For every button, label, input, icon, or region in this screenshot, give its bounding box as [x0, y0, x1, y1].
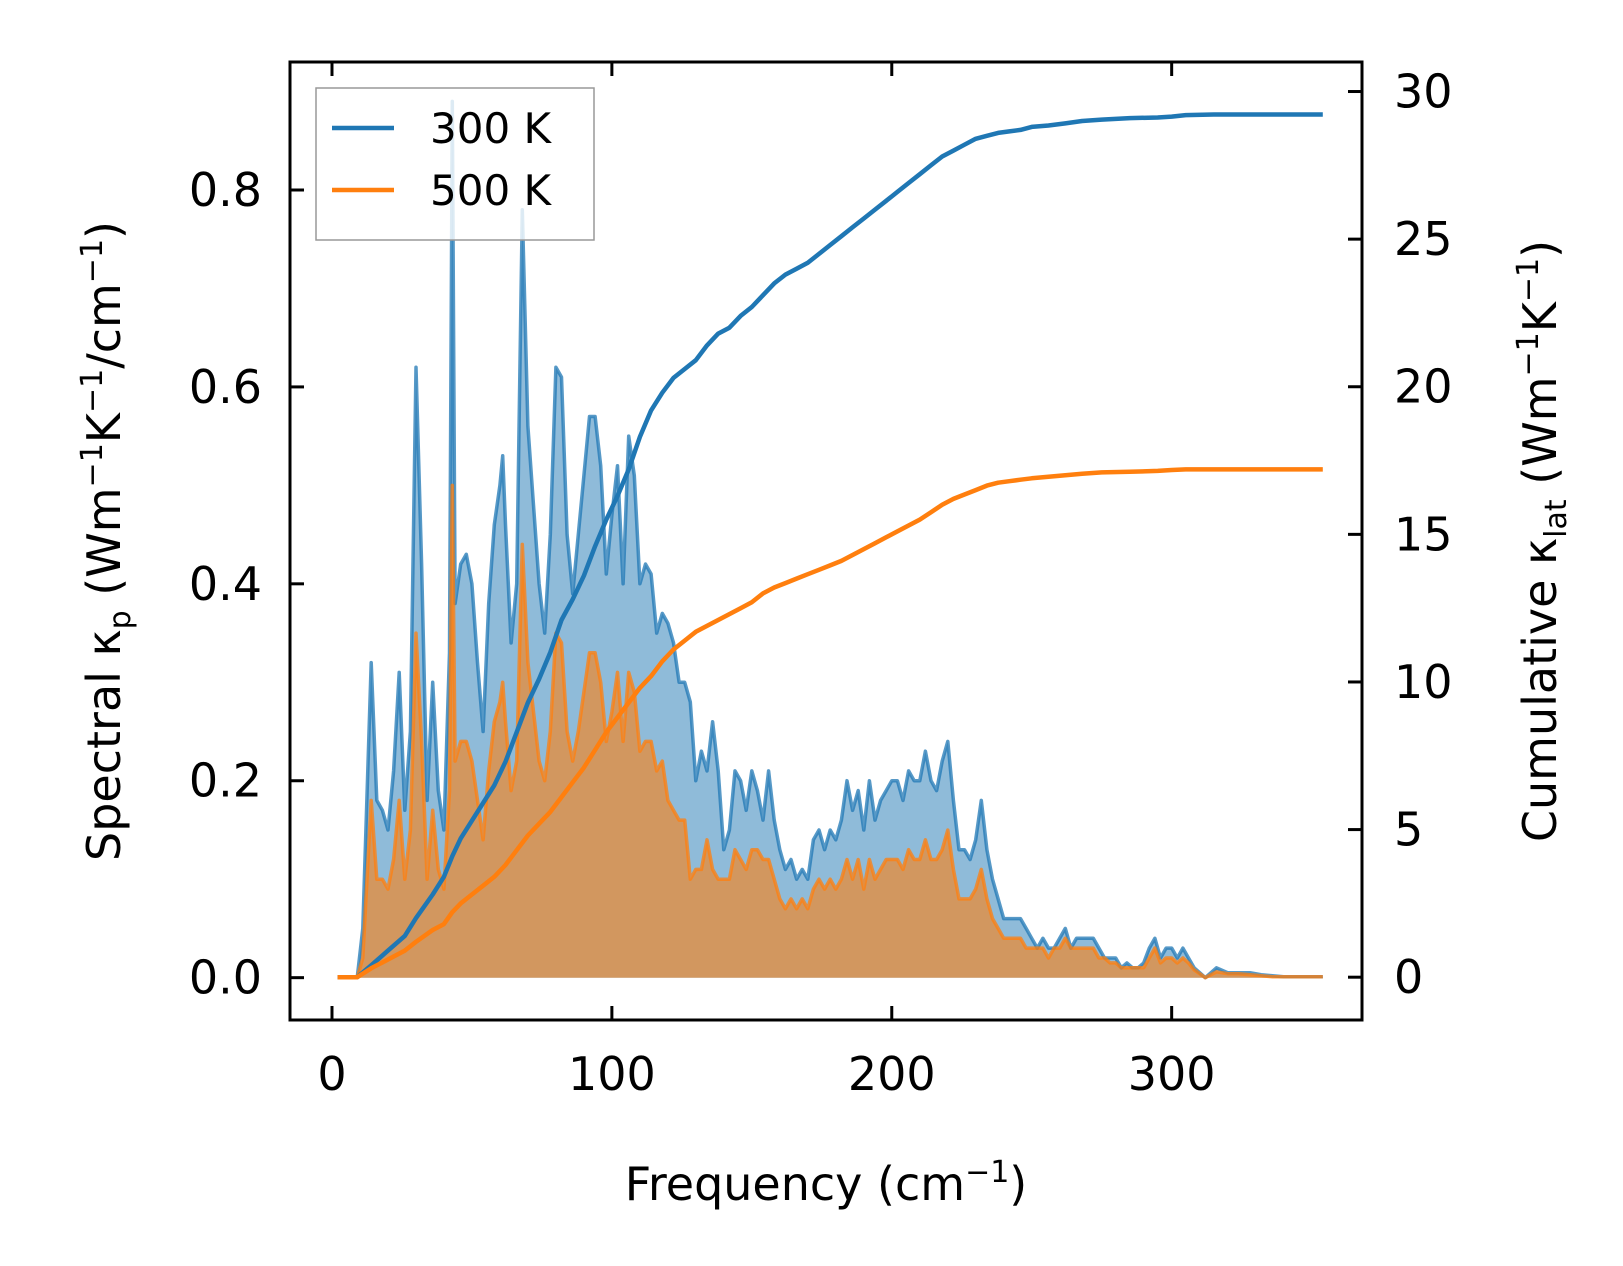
y-left-tick-label: 0.0	[189, 951, 262, 1005]
y-left-tick-label: 0.6	[189, 360, 262, 414]
cumulative-line-500k	[337, 467, 1323, 980]
axis-ticks: 0 100 200 300 0.0 0.2 0.4 0.6 0.8 0 5 10 15 20 25 30	[189, 62, 1453, 1101]
x-tick-label: 100	[568, 1047, 656, 1101]
legend: 300 K 500 K	[315, 87, 595, 241]
cumulative-lines	[337, 112, 1323, 980]
spectral-line-500k	[337, 483, 1323, 980]
y-right-tick-label: 20	[1394, 360, 1453, 414]
spectral-line-300k	[337, 99, 1323, 980]
y-left-tick-label: 0.8	[189, 163, 262, 217]
y-right-tick-label: 25	[1394, 212, 1453, 266]
legend-box	[315, 87, 595, 241]
y-right-tick-label: 30	[1394, 65, 1453, 119]
y-right-tick-label: 5	[1394, 803, 1423, 857]
y-right-tick-label: 0	[1394, 950, 1423, 1004]
plot-frame	[288, 60, 1364, 1022]
left-y-axis-title: Spectral κp (Wm−1K−1/cm−1)	[75, 221, 138, 861]
legend-label-500k: 500 K	[430, 166, 553, 215]
x-tick-label: 300	[1128, 1047, 1216, 1101]
spectral-outlines	[337, 99, 1323, 980]
y-left-tick-label: 0.2	[189, 754, 262, 808]
legend-label-300k: 300 K	[430, 104, 553, 153]
x-tick-label: 0	[317, 1047, 346, 1101]
x-axis-title: Frequency (cm−1)	[625, 1155, 1028, 1211]
x-tick-label: 200	[848, 1047, 936, 1101]
cumulative-line-300k	[337, 112, 1323, 980]
y-left-tick-label: 0.4	[189, 557, 262, 611]
spectral-fills	[337, 101, 1323, 978]
right-y-axis-title: Cumulative κlat (Wm−1K−1)	[1511, 240, 1574, 842]
spectral-fill-500k	[337, 485, 1323, 978]
y-right-tick-label: 10	[1394, 655, 1453, 709]
y-right-tick-label: 15	[1394, 507, 1453, 561]
